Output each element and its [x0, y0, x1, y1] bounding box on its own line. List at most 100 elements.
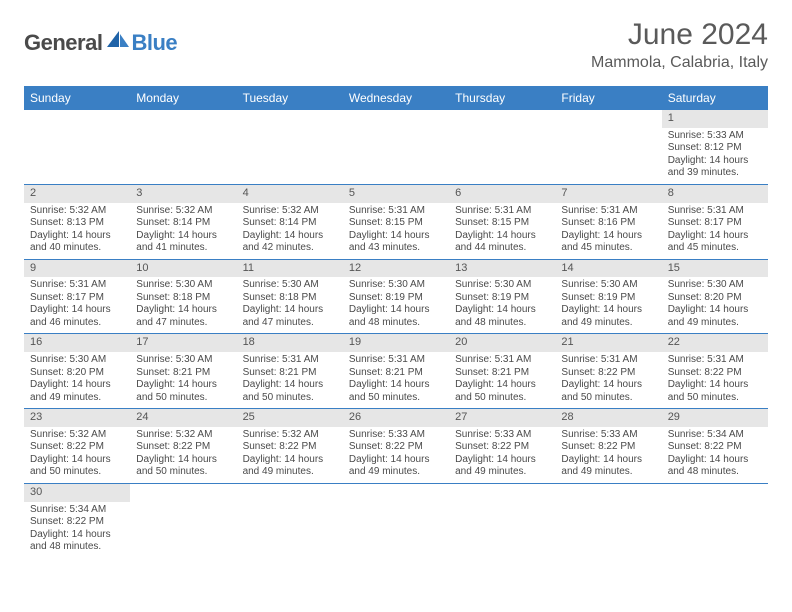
day-number: 3 — [130, 185, 236, 203]
sunrise-line: Sunrise: 5:33 AM — [455, 429, 549, 442]
daylight-line: Daylight: 14 hours and 45 minutes. — [668, 230, 762, 255]
day-cell-empty — [237, 484, 343, 558]
title-block: June 2024 Mammola, Calabria, Italy — [591, 18, 768, 72]
sunrise-line: Sunrise: 5:33 AM — [668, 130, 762, 143]
sunrise-line: Sunrise: 5:32 AM — [30, 205, 124, 218]
day-body: Sunrise: 5:31 AMSunset: 8:17 PMDaylight:… — [662, 203, 768, 259]
sunrise-line: Sunrise: 5:33 AM — [349, 429, 443, 442]
day-cell: 21Sunrise: 5:31 AMSunset: 8:22 PMDayligh… — [555, 334, 661, 408]
sunset-line: Sunset: 8:22 PM — [561, 367, 655, 380]
day-cell-empty — [24, 110, 130, 184]
sunset-line: Sunset: 8:22 PM — [243, 441, 337, 454]
day-cell: 26Sunrise: 5:33 AMSunset: 8:22 PMDayligh… — [343, 409, 449, 483]
day-body: Sunrise: 5:30 AMSunset: 8:18 PMDaylight:… — [130, 277, 236, 333]
day-number: 20 — [449, 334, 555, 352]
daylight-line: Daylight: 14 hours and 42 minutes. — [243, 230, 337, 255]
sunrise-line: Sunrise: 5:30 AM — [349, 279, 443, 292]
sunset-line: Sunset: 8:21 PM — [243, 367, 337, 380]
daylight-line: Daylight: 14 hours and 50 minutes. — [243, 379, 337, 404]
day-body: Sunrise: 5:32 AMSunset: 8:22 PMDaylight:… — [130, 427, 236, 483]
day-cell-empty — [449, 110, 555, 184]
day-cell: 17Sunrise: 5:30 AMSunset: 8:21 PMDayligh… — [130, 334, 236, 408]
daylight-line: Daylight: 14 hours and 50 minutes. — [136, 454, 230, 479]
day-number: 6 — [449, 185, 555, 203]
sunrise-line: Sunrise: 5:31 AM — [30, 279, 124, 292]
daylight-line: Daylight: 14 hours and 47 minutes. — [243, 304, 337, 329]
week-row: 9Sunrise: 5:31 AMSunset: 8:17 PMDaylight… — [24, 260, 768, 335]
day-number: 13 — [449, 260, 555, 278]
sunset-line: Sunset: 8:15 PM — [455, 217, 549, 230]
day-cell-empty — [449, 484, 555, 558]
sunset-line: Sunset: 8:22 PM — [349, 441, 443, 454]
day-body: Sunrise: 5:31 AMSunset: 8:22 PMDaylight:… — [662, 352, 768, 408]
day-cell: 25Sunrise: 5:32 AMSunset: 8:22 PMDayligh… — [237, 409, 343, 483]
day-number: 5 — [343, 185, 449, 203]
sunrise-line: Sunrise: 5:34 AM — [30, 504, 124, 517]
day-cell: 3Sunrise: 5:32 AMSunset: 8:14 PMDaylight… — [130, 185, 236, 259]
day-cell-empty — [662, 484, 768, 558]
day-cell: 4Sunrise: 5:32 AMSunset: 8:14 PMDaylight… — [237, 185, 343, 259]
sunset-line: Sunset: 8:22 PM — [668, 441, 762, 454]
day-number: 8 — [662, 185, 768, 203]
week-row: 30Sunrise: 5:34 AMSunset: 8:22 PMDayligh… — [24, 484, 768, 558]
day-body: Sunrise: 5:33 AMSunset: 8:22 PMDaylight:… — [555, 427, 661, 483]
daylight-line: Daylight: 14 hours and 50 minutes. — [136, 379, 230, 404]
day-cell: 14Sunrise: 5:30 AMSunset: 8:19 PMDayligh… — [555, 260, 661, 334]
day-cell: 20Sunrise: 5:31 AMSunset: 8:21 PMDayligh… — [449, 334, 555, 408]
day-cell-empty — [343, 110, 449, 184]
sunrise-line: Sunrise: 5:32 AM — [136, 205, 230, 218]
day-body: Sunrise: 5:31 AMSunset: 8:22 PMDaylight:… — [555, 352, 661, 408]
day-number: 7 — [555, 185, 661, 203]
day-cell-empty — [343, 484, 449, 558]
day-number: 19 — [343, 334, 449, 352]
day-body: Sunrise: 5:31 AMSunset: 8:15 PMDaylight:… — [449, 203, 555, 259]
week-row: 1Sunrise: 5:33 AMSunset: 8:12 PMDaylight… — [24, 110, 768, 185]
day-cell: 9Sunrise: 5:31 AMSunset: 8:17 PMDaylight… — [24, 260, 130, 334]
daylight-line: Daylight: 14 hours and 50 minutes. — [561, 379, 655, 404]
daylight-line: Daylight: 14 hours and 50 minutes. — [668, 379, 762, 404]
day-header: Friday — [555, 86, 661, 110]
day-number: 28 — [555, 409, 661, 427]
daylight-line: Daylight: 14 hours and 41 minutes. — [136, 230, 230, 255]
day-number: 29 — [662, 409, 768, 427]
sunrise-line: Sunrise: 5:32 AM — [243, 205, 337, 218]
sunrise-line: Sunrise: 5:31 AM — [455, 205, 549, 218]
day-cell: 23Sunrise: 5:32 AMSunset: 8:22 PMDayligh… — [24, 409, 130, 483]
sunrise-line: Sunrise: 5:32 AM — [243, 429, 337, 442]
day-cell: 5Sunrise: 5:31 AMSunset: 8:15 PMDaylight… — [343, 185, 449, 259]
sunset-line: Sunset: 8:22 PM — [455, 441, 549, 454]
week-row: 16Sunrise: 5:30 AMSunset: 8:20 PMDayligh… — [24, 334, 768, 409]
sunset-line: Sunset: 8:20 PM — [30, 367, 124, 380]
sunrise-line: Sunrise: 5:30 AM — [136, 279, 230, 292]
sunset-line: Sunset: 8:21 PM — [349, 367, 443, 380]
daylight-line: Daylight: 14 hours and 48 minutes. — [349, 304, 443, 329]
daylight-line: Daylight: 14 hours and 45 minutes. — [561, 230, 655, 255]
month-title: June 2024 — [591, 18, 768, 52]
logo-text-blue: Blue — [131, 30, 177, 56]
day-number: 1 — [662, 110, 768, 128]
day-number: 27 — [449, 409, 555, 427]
day-number: 22 — [662, 334, 768, 352]
day-body: Sunrise: 5:33 AMSunset: 8:22 PMDaylight:… — [343, 427, 449, 483]
daylight-line: Daylight: 14 hours and 50 minutes. — [349, 379, 443, 404]
day-body: Sunrise: 5:34 AMSunset: 8:22 PMDaylight:… — [24, 502, 130, 558]
day-header-row: SundayMondayTuesdayWednesdayThursdayFrid… — [24, 86, 768, 110]
day-number: 30 — [24, 484, 130, 502]
daylight-line: Daylight: 14 hours and 49 minutes. — [455, 454, 549, 479]
day-cell: 1Sunrise: 5:33 AMSunset: 8:12 PMDaylight… — [662, 110, 768, 184]
day-body: Sunrise: 5:31 AMSunset: 8:21 PMDaylight:… — [343, 352, 449, 408]
day-cell: 16Sunrise: 5:30 AMSunset: 8:20 PMDayligh… — [24, 334, 130, 408]
daylight-line: Daylight: 14 hours and 40 minutes. — [30, 230, 124, 255]
sunset-line: Sunset: 8:18 PM — [136, 292, 230, 305]
daylight-line: Daylight: 14 hours and 48 minutes. — [30, 529, 124, 554]
day-header: Saturday — [662, 86, 768, 110]
daylight-line: Daylight: 14 hours and 49 minutes. — [243, 454, 337, 479]
day-cell: 2Sunrise: 5:32 AMSunset: 8:13 PMDaylight… — [24, 185, 130, 259]
sunset-line: Sunset: 8:22 PM — [561, 441, 655, 454]
sunset-line: Sunset: 8:16 PM — [561, 217, 655, 230]
daylight-line: Daylight: 14 hours and 50 minutes. — [455, 379, 549, 404]
day-cell-empty — [130, 484, 236, 558]
day-number: 24 — [130, 409, 236, 427]
day-cell: 12Sunrise: 5:30 AMSunset: 8:19 PMDayligh… — [343, 260, 449, 334]
day-cell: 15Sunrise: 5:30 AMSunset: 8:20 PMDayligh… — [662, 260, 768, 334]
